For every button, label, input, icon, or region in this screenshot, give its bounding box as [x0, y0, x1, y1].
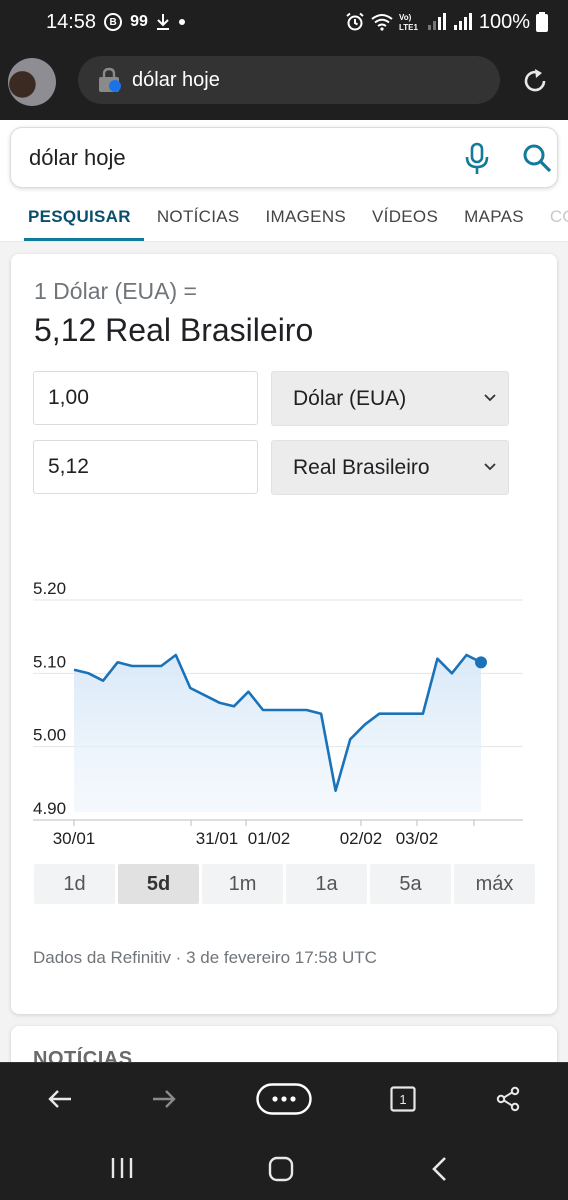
status-bar: 14:58 B 99 Vo) LTE1 100%	[0, 0, 568, 44]
svg-text:Vo): Vo)	[399, 13, 412, 22]
to-currency-select[interactable]: Real Brasileiro	[271, 440, 509, 495]
signal-icon-1	[427, 13, 447, 31]
search-query: dólar hoje	[29, 145, 126, 171]
conversion-result-text: 5,12 Real Brasileiro	[34, 312, 313, 349]
x-tick-label: 02/02	[340, 829, 383, 848]
arrow-right-icon	[151, 1088, 177, 1110]
range-button-5[interactable]: máx	[454, 864, 535, 904]
from-currency-select[interactable]: Dólar (EUA)	[271, 371, 509, 426]
search-icon[interactable]	[521, 142, 553, 174]
currency-converter-card: 1 Dólar (EUA) = 5,12 Real Brasileiro 1,0…	[11, 254, 557, 1014]
browser-address-area: dólar hoje	[0, 44, 568, 120]
avatar[interactable]	[8, 58, 56, 106]
recent-apps-icon[interactable]	[110, 1156, 134, 1180]
b-badge-icon: B	[104, 13, 122, 31]
tab-more[interactable]: CO	[537, 192, 568, 241]
alarm-icon	[345, 12, 365, 32]
tab-noticias[interactable]: NOTÍCIAS	[144, 192, 253, 241]
status-time: 14:58	[46, 11, 96, 34]
url-bar[interactable]: dólar hoje	[78, 56, 500, 104]
tab-pesquisar[interactable]: PESQUISAR	[0, 192, 144, 241]
range-button-2[interactable]: 1m	[202, 864, 283, 904]
from-currency-label: Dólar (EUA)	[293, 387, 406, 411]
y-tick-label: 5.00	[33, 726, 66, 745]
menu-button[interactable]	[256, 1081, 312, 1117]
range-selector: 1d 5d 1m 1a 5a máx	[34, 864, 535, 904]
x-tick-label: 01/02	[248, 829, 291, 848]
tabs-count-icon: 1	[390, 1086, 416, 1112]
system-nav-bar	[0, 1134, 568, 1200]
home-icon[interactable]	[268, 1156, 294, 1182]
to-amount-input[interactable]: 5,12	[33, 440, 258, 494]
range-button-4[interactable]: 5a	[370, 864, 451, 904]
battery-percent: 100%	[479, 11, 530, 34]
chart-area-fill	[74, 655, 481, 812]
search-input[interactable]: dólar hoje	[10, 127, 558, 188]
tab-imagens[interactable]: IMAGENS	[253, 192, 360, 241]
tabs-count: 1	[399, 1092, 406, 1107]
share-icon	[495, 1086, 521, 1112]
y-tick-label: 5.20	[33, 579, 66, 598]
x-tick-label: 31/01	[196, 829, 239, 848]
notification-count: 99	[130, 13, 148, 31]
signal-icon-2	[453, 13, 473, 31]
chart-current-point	[475, 656, 487, 668]
chevron-down-icon	[482, 390, 498, 406]
url-text: dólar hoje	[132, 69, 220, 92]
tab-mapas[interactable]: MAPAS	[451, 192, 537, 241]
to-currency-label: Real Brasileiro	[293, 456, 430, 480]
range-button-3[interactable]: 1a	[286, 864, 367, 904]
dot-icon	[178, 18, 186, 26]
lock-icon	[96, 67, 122, 93]
exchange-rate-chart[interactable]: 5.20 5.10 5.00 4.90 30/01 31/01 01/02 02/02 03/…	[11, 574, 557, 854]
y-tick-label: 5.10	[33, 652, 66, 671]
conversion-from-text: 1 Dólar (EUA) =	[34, 278, 197, 305]
more-dots-icon	[256, 1083, 312, 1115]
search-tabs: PESQUISAR NOTÍCIAS IMAGENS VÍDEOS MAPAS …	[0, 192, 568, 242]
range-button-1[interactable]: 5d	[118, 864, 199, 904]
system-back-icon[interactable]	[430, 1156, 450, 1182]
y-tick-label: 4.90	[33, 799, 66, 818]
reload-icon[interactable]	[520, 66, 550, 96]
lte-icon: Vo)LTE1	[399, 12, 421, 32]
tabs-button[interactable]: 1	[385, 1081, 421, 1117]
tab-videos[interactable]: VÍDEOS	[359, 192, 451, 241]
battery-icon	[536, 12, 548, 32]
share-button[interactable]	[490, 1081, 526, 1117]
download-icon	[156, 13, 170, 31]
x-tick-label: 30/01	[53, 829, 96, 848]
back-button[interactable]	[42, 1081, 78, 1117]
x-tick-label: 03/02	[396, 829, 439, 848]
chevron-down-icon	[482, 459, 498, 475]
browser-toolbar: 1	[0, 1062, 568, 1134]
wifi-icon	[371, 13, 393, 31]
range-button-0[interactable]: 1d	[34, 864, 115, 904]
mic-icon[interactable]	[463, 142, 491, 176]
forward-button[interactable]	[146, 1081, 182, 1117]
svg-text:LTE1: LTE1	[399, 23, 419, 32]
data-source-text: Dados da Refinitiv · 3 de fevereiro 17:5…	[33, 948, 377, 968]
from-amount-input[interactable]: 1,00	[33, 371, 258, 425]
arrow-left-icon	[47, 1088, 73, 1110]
